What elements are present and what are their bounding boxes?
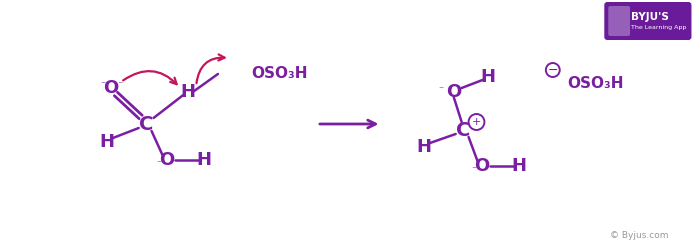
FancyArrowPatch shape xyxy=(123,71,176,84)
Text: O: O xyxy=(446,83,461,101)
Text: H: H xyxy=(416,138,431,156)
Text: OSO₃H: OSO₃H xyxy=(251,67,308,82)
Text: © Byjus.com: © Byjus.com xyxy=(610,230,668,240)
Text: ·: · xyxy=(449,83,453,97)
FancyArrowPatch shape xyxy=(197,54,225,83)
Text: H: H xyxy=(480,68,495,86)
Text: +: + xyxy=(472,117,481,127)
Text: C: C xyxy=(139,114,154,134)
Text: H: H xyxy=(99,133,115,151)
Text: C: C xyxy=(456,121,471,139)
Text: H: H xyxy=(197,151,211,169)
Text: ⁻: ⁻ xyxy=(101,80,106,90)
Text: OSO₃H: OSO₃H xyxy=(568,76,624,91)
Text: The Learning App: The Learning App xyxy=(631,25,687,30)
Text: H: H xyxy=(512,157,526,175)
Text: ⁻: ⁻ xyxy=(156,159,161,169)
Text: O: O xyxy=(104,79,118,97)
Text: BYJU'S: BYJU'S xyxy=(631,12,669,22)
FancyBboxPatch shape xyxy=(608,6,630,36)
Text: H: H xyxy=(181,83,196,101)
FancyBboxPatch shape xyxy=(604,2,692,40)
Text: O: O xyxy=(474,157,489,175)
Text: ⁻: ⁻ xyxy=(438,85,443,95)
Text: O: O xyxy=(159,151,174,169)
Text: ⁻: ⁻ xyxy=(471,165,476,175)
Text: ⁻: ⁻ xyxy=(118,80,122,90)
Text: −: − xyxy=(547,63,558,76)
